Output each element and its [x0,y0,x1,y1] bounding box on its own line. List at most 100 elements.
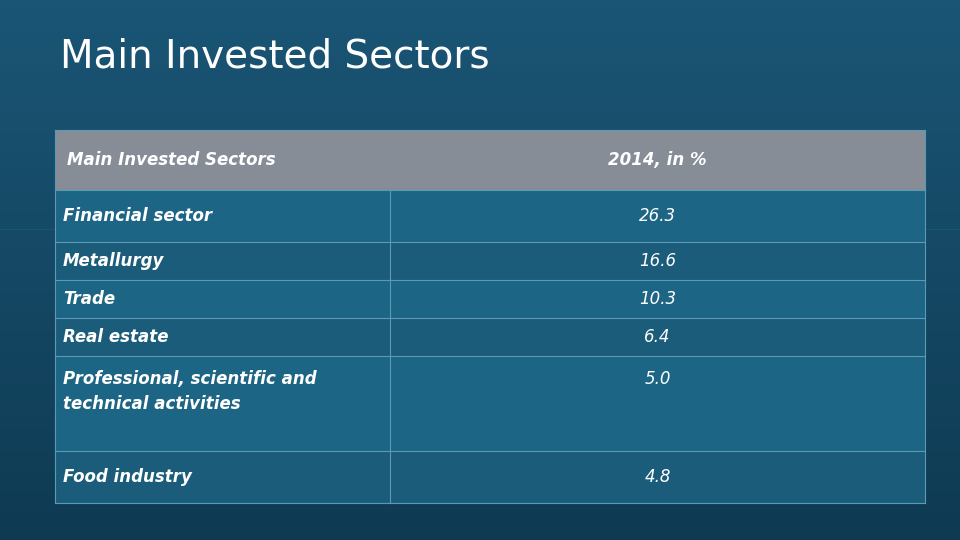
Bar [0,78,960,81]
Bar [0,265,960,267]
Bar [0,49,960,51]
Bar [0,246,960,248]
Bar [0,508,960,510]
Bar [55,318,925,356]
Text: 2014, in %: 2014, in % [609,151,707,169]
Bar [0,518,960,521]
Bar [55,280,925,318]
Bar [0,497,960,500]
Bar [0,516,960,518]
Bar [0,211,960,213]
Bar [0,338,960,340]
Bar [55,356,925,451]
Text: Main Invested Sectors: Main Invested Sectors [60,38,490,76]
Bar [0,254,960,256]
Bar [0,308,960,310]
Bar [0,448,960,451]
Bar [0,14,960,16]
Bar [0,381,960,383]
Bar [0,27,960,30]
Bar [0,513,960,516]
Bar [0,43,960,46]
Bar [0,346,960,348]
Bar [0,108,960,111]
Text: Food industry: Food industry [63,468,192,486]
Bar [0,275,960,278]
Bar [0,435,960,437]
Bar [0,181,960,184]
Bar [0,332,960,335]
Text: Main Invested Sectors: Main Invested Sectors [67,151,276,169]
Bar [0,289,960,292]
Bar [0,127,960,130]
Bar [0,194,960,197]
Bar [0,116,960,119]
Bar [0,176,960,178]
Bar [0,394,960,397]
Bar [0,130,960,132]
Bar [0,146,960,148]
Text: Metallurgy: Metallurgy [63,252,164,270]
Bar [0,81,960,84]
Bar [0,486,960,489]
Text: 26.3: 26.3 [639,207,676,225]
Bar [0,46,960,49]
Bar [0,70,960,73]
Bar [0,359,960,362]
Bar [0,392,960,394]
Bar [0,437,960,440]
Bar [0,389,960,392]
Bar [0,284,960,286]
Bar [0,535,960,537]
Bar [0,248,960,251]
Bar [0,73,960,76]
Bar [0,478,960,481]
Bar [0,86,960,89]
Bar [0,286,960,289]
Bar [0,62,960,65]
Bar [0,281,960,284]
Bar [0,537,960,540]
Bar [0,100,960,103]
Bar [0,124,960,127]
Text: 4.8: 4.8 [644,468,671,486]
Text: Real estate: Real estate [63,328,169,346]
Bar [0,305,960,308]
Bar [0,143,960,146]
Bar [0,335,960,338]
Bar [0,408,960,410]
Bar [0,3,960,5]
Bar [0,413,960,416]
Bar [0,273,960,275]
Bar [0,30,960,32]
Bar [0,354,960,356]
Bar [0,356,960,359]
Bar [0,221,960,224]
Bar [0,103,960,105]
Bar [0,467,960,470]
Bar [0,451,960,454]
Bar [0,270,960,273]
Bar [0,294,960,297]
Bar [0,16,960,19]
Bar [0,5,960,8]
Bar [0,122,960,124]
Bar [0,135,960,138]
Bar [0,424,960,427]
Bar [0,113,960,116]
Bar [0,340,960,343]
Bar [0,119,960,122]
Bar [0,459,960,462]
Bar [0,162,960,165]
Bar [0,319,960,321]
Bar [0,327,960,329]
Text: 5.0: 5.0 [644,370,671,388]
Bar [0,364,960,367]
Bar [0,475,960,478]
Bar [0,386,960,389]
Bar [0,208,960,211]
Bar [0,383,960,386]
Bar [0,313,960,316]
Bar [0,351,960,354]
Bar [0,502,960,505]
